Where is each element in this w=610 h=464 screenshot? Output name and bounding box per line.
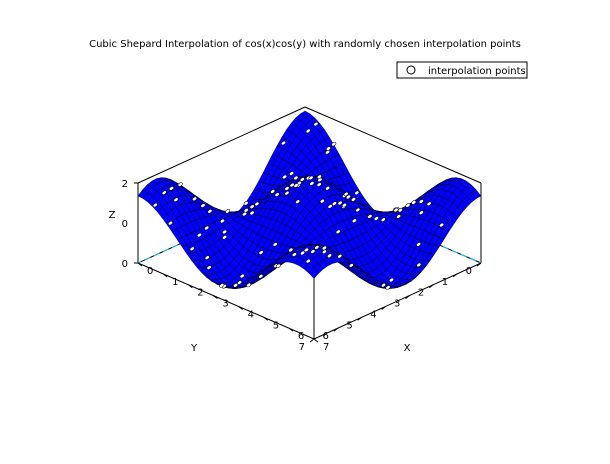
- x-tick: [314, 339, 318, 342]
- y-tick-label: 5: [346, 320, 352, 331]
- x-tick-label: 2: [197, 288, 203, 299]
- z-tick-label: 0: [122, 259, 128, 270]
- y-tick-label: 4: [370, 309, 376, 320]
- y-tick-label: 3: [394, 299, 400, 310]
- y-axis-title: Y: [190, 343, 198, 354]
- y-tick-label: 7: [299, 342, 305, 353]
- x-tick-label: 3: [222, 299, 228, 310]
- y-tick-label: 6: [322, 331, 328, 342]
- x-axis-title: X: [404, 343, 411, 354]
- legend-label: interpolation points: [428, 66, 526, 77]
- z-minor-tick-label: 0: [122, 219, 128, 230]
- y-tick-label: 1: [442, 277, 448, 288]
- x-tick-label: 0: [147, 266, 153, 277]
- y-tick-label: 2: [418, 288, 424, 299]
- chart-title: Cubic Shepard Interpolation of cos(x)cos…: [89, 39, 521, 50]
- y-tick-label: 0: [466, 266, 472, 277]
- x-tick-label: 7: [323, 342, 329, 353]
- x-tick-label: 1: [172, 277, 178, 288]
- legend-marker: [407, 66, 415, 74]
- x-tick-label: 5: [273, 320, 279, 331]
- legend: interpolation points: [397, 62, 527, 78]
- y-tick: [310, 339, 314, 342]
- z-tick-label: 2: [122, 179, 128, 190]
- x-tick-label: 4: [248, 309, 254, 320]
- z-axis-title: Z: [109, 210, 116, 221]
- x-tick-label: 6: [298, 331, 304, 342]
